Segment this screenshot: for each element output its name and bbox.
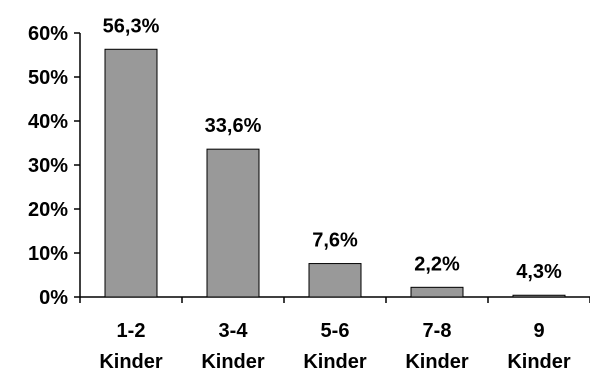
bar [512, 294, 566, 298]
x-category-label: Kinder [99, 351, 163, 373]
data-label: 33,6% [205, 115, 262, 137]
bar [206, 148, 260, 298]
x-category-label: 9 [533, 320, 544, 342]
bar [410, 286, 464, 298]
y-tick-label: 40% [28, 111, 68, 133]
data-label: 4,3% [516, 261, 562, 283]
data-label: 56,3% [103, 15, 160, 37]
y-tick-label: 10% [28, 243, 68, 265]
y-tick-label: 20% [28, 199, 68, 221]
y-tick-label: 30% [28, 155, 68, 177]
bar [308, 263, 362, 298]
x-category-label: Kinder [303, 351, 367, 373]
x-category-label: 5-6 [321, 320, 350, 342]
y-tick-label: 60% [28, 23, 68, 45]
y-tick-label: 50% [28, 67, 68, 89]
data-label: 2,2% [414, 253, 460, 275]
x-category-label: 7-8 [423, 320, 452, 342]
x-category-label: Kinder [405, 351, 469, 373]
bar [104, 48, 158, 298]
x-category-label: Kinder [507, 351, 571, 373]
data-label: 7,6% [312, 230, 358, 252]
x-category-label: 1-2 [117, 320, 146, 342]
y-tick-label: 0% [39, 287, 68, 309]
x-category-label: 3-4 [219, 320, 249, 342]
x-category-label: Kinder [201, 351, 265, 373]
